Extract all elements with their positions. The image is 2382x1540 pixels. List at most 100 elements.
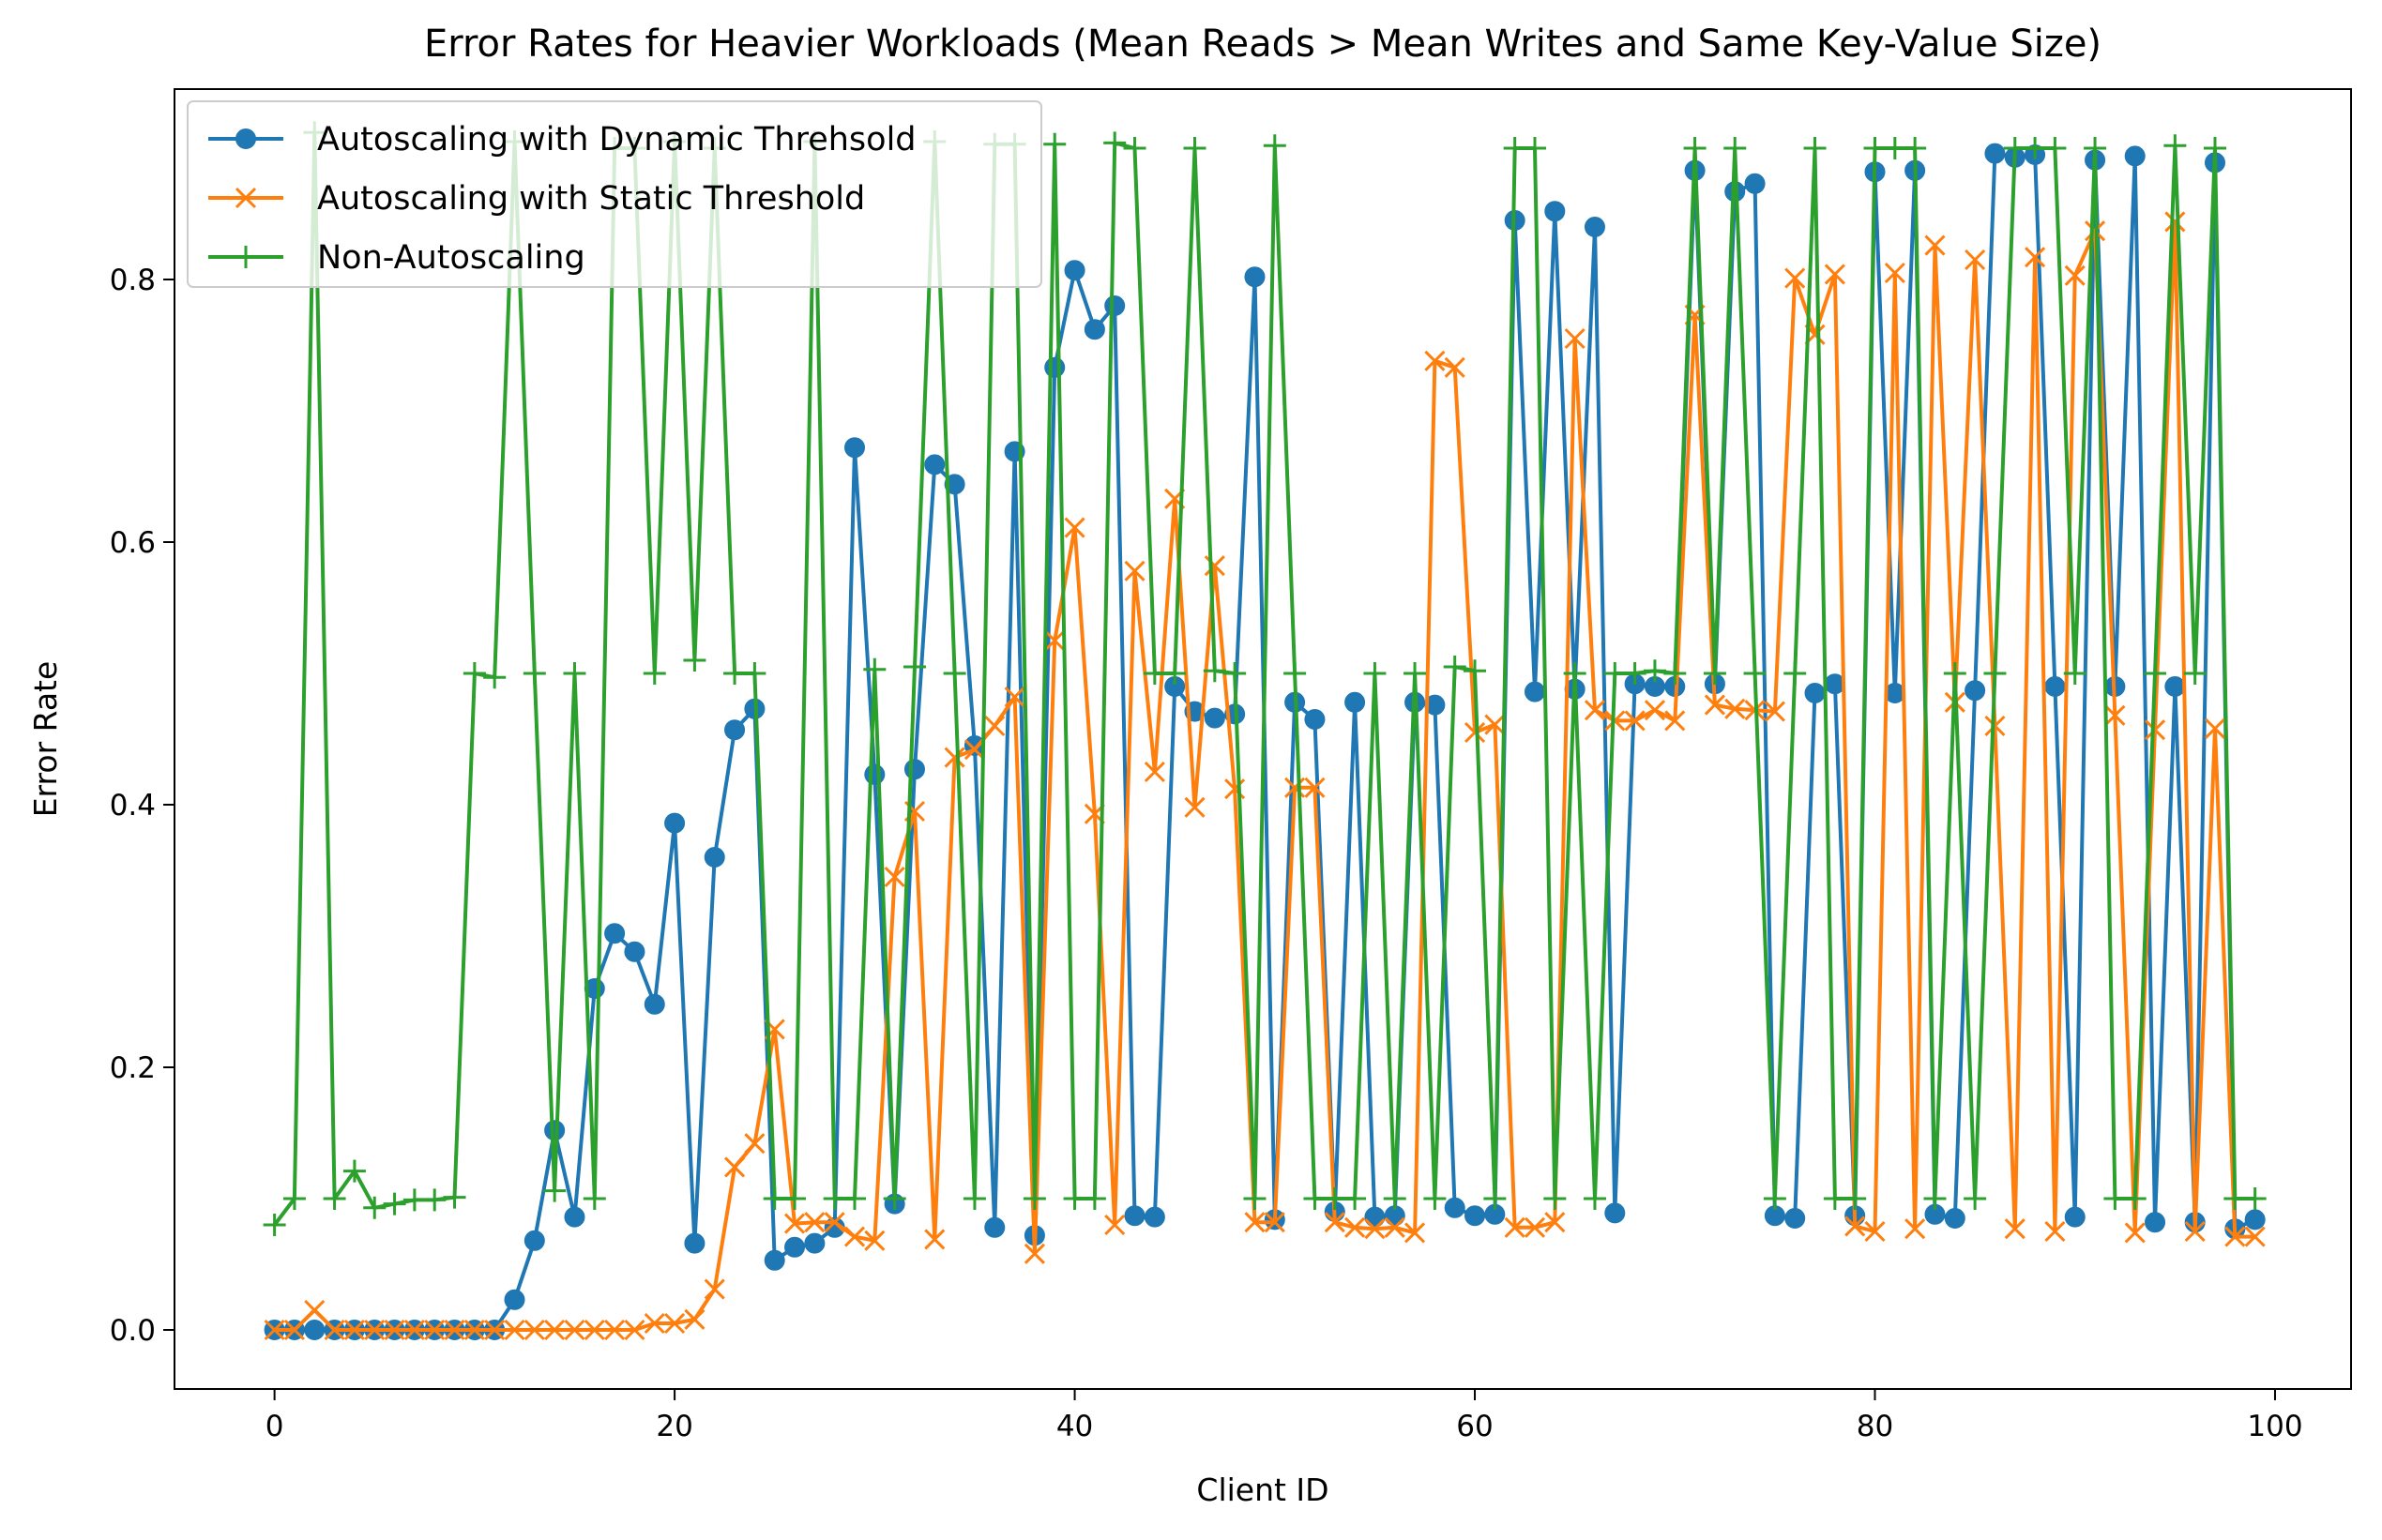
data-point (1984, 715, 2006, 737)
data-point (884, 866, 905, 888)
data-point (963, 739, 986, 761)
data-point (1983, 662, 2007, 685)
data-point (563, 662, 586, 685)
data-point (1084, 319, 1105, 340)
data-point (1243, 1187, 1267, 1210)
data-point (704, 847, 725, 868)
data-point (1044, 629, 1066, 652)
data-point (823, 1187, 846, 1210)
data-point (683, 649, 706, 672)
data-point (1924, 234, 1946, 256)
data-point (1004, 687, 1025, 708)
data-point (1344, 1216, 1366, 1238)
data-point (342, 1159, 366, 1183)
data-point (1965, 249, 1986, 271)
legend-entry-2: Non-Autoscaling (208, 239, 585, 277)
data-point (304, 1299, 326, 1321)
data-point (1883, 137, 1906, 159)
data-point (1844, 1215, 1866, 1237)
data-point (1603, 662, 1627, 685)
data-point (463, 1319, 485, 1341)
data-point (1064, 260, 1085, 281)
chart-title: Error Rates for Heavier Workloads (Mean … (424, 23, 2101, 66)
data-point (523, 1230, 545, 1251)
data-point (1383, 1187, 1406, 1210)
data-point (1123, 137, 1146, 159)
data-point (1104, 1214, 1126, 1236)
data-point (2145, 1212, 2166, 1233)
data-point (2223, 1187, 2247, 1210)
data-point (1024, 1243, 1045, 1264)
y-tick-label: 0.6 (110, 526, 156, 560)
data-point (1904, 1218, 1926, 1240)
data-point (2244, 1226, 2266, 1247)
y-tick-label: 0.8 (110, 264, 156, 297)
data-point (2244, 1209, 2266, 1230)
x-tick-label: 40 (1056, 1410, 1093, 1443)
data-point (1244, 1212, 1266, 1233)
plot-frame (174, 88, 2352, 1390)
data-point (804, 1232, 826, 1254)
data-point (664, 812, 686, 834)
data-point (523, 662, 546, 685)
data-point (1544, 1212, 1566, 1233)
data-point (1184, 796, 1206, 818)
data-point (1503, 137, 1526, 159)
data-point (1144, 1206, 1165, 1228)
data-point (1623, 662, 1646, 685)
data-point (343, 1319, 365, 1341)
data-point (2164, 211, 2186, 233)
data-point (1424, 350, 1446, 371)
data-point (783, 1213, 806, 1234)
data-point (2124, 145, 2146, 167)
data-point (1324, 1212, 1345, 1233)
data-point (583, 1187, 606, 1210)
data-point (1143, 662, 1166, 685)
data-point (1584, 217, 1605, 237)
data-point (1103, 131, 1127, 155)
data-point (282, 1187, 306, 1210)
data-point (1783, 662, 1807, 685)
axis-ticks: 0 20 40 60 80 100 0.0 0.2 0.4 0.6 0.8 (110, 264, 2303, 1443)
data-point (1344, 691, 1366, 713)
data-point (664, 1312, 686, 1335)
data-point (1823, 1187, 1846, 1210)
data-point (1803, 137, 1827, 159)
legend: Autoscaling with Dynamic Threhsold Autosc… (187, 100, 1042, 288)
data-point (2163, 134, 2187, 158)
data-point (843, 1187, 866, 1210)
data-point (943, 662, 966, 685)
data-point (1663, 662, 1687, 685)
data-point (1965, 680, 1986, 702)
data-point (783, 1187, 807, 1210)
data-point (2025, 247, 2046, 268)
data-point (2144, 719, 2166, 741)
data-point (1204, 707, 1225, 729)
data-point (1363, 662, 1387, 685)
data-point (984, 1216, 1006, 1238)
data-point (1063, 1187, 1086, 1210)
x-tick-label: 20 (656, 1410, 692, 1443)
data-point (463, 662, 486, 685)
data-point (564, 1206, 585, 1228)
data-point (584, 1319, 605, 1341)
data-point (1584, 700, 1606, 721)
data-point (1464, 1205, 1486, 1227)
data-point (2124, 1222, 2146, 1244)
data-point (1283, 662, 1307, 685)
data-point (1943, 662, 1966, 685)
data-point (364, 1319, 386, 1341)
data-point (1484, 714, 1506, 735)
data-point (423, 1188, 447, 1212)
data-point (864, 763, 886, 785)
data-point (1664, 710, 1686, 732)
plot-area (263, 121, 2267, 1341)
data-point (1064, 517, 1085, 538)
data-point (1744, 173, 1766, 194)
data-point (944, 474, 965, 495)
data-point (684, 1232, 705, 1254)
data-point (444, 1319, 465, 1341)
data-point (402, 1188, 426, 1212)
data-point (1364, 1218, 1386, 1240)
